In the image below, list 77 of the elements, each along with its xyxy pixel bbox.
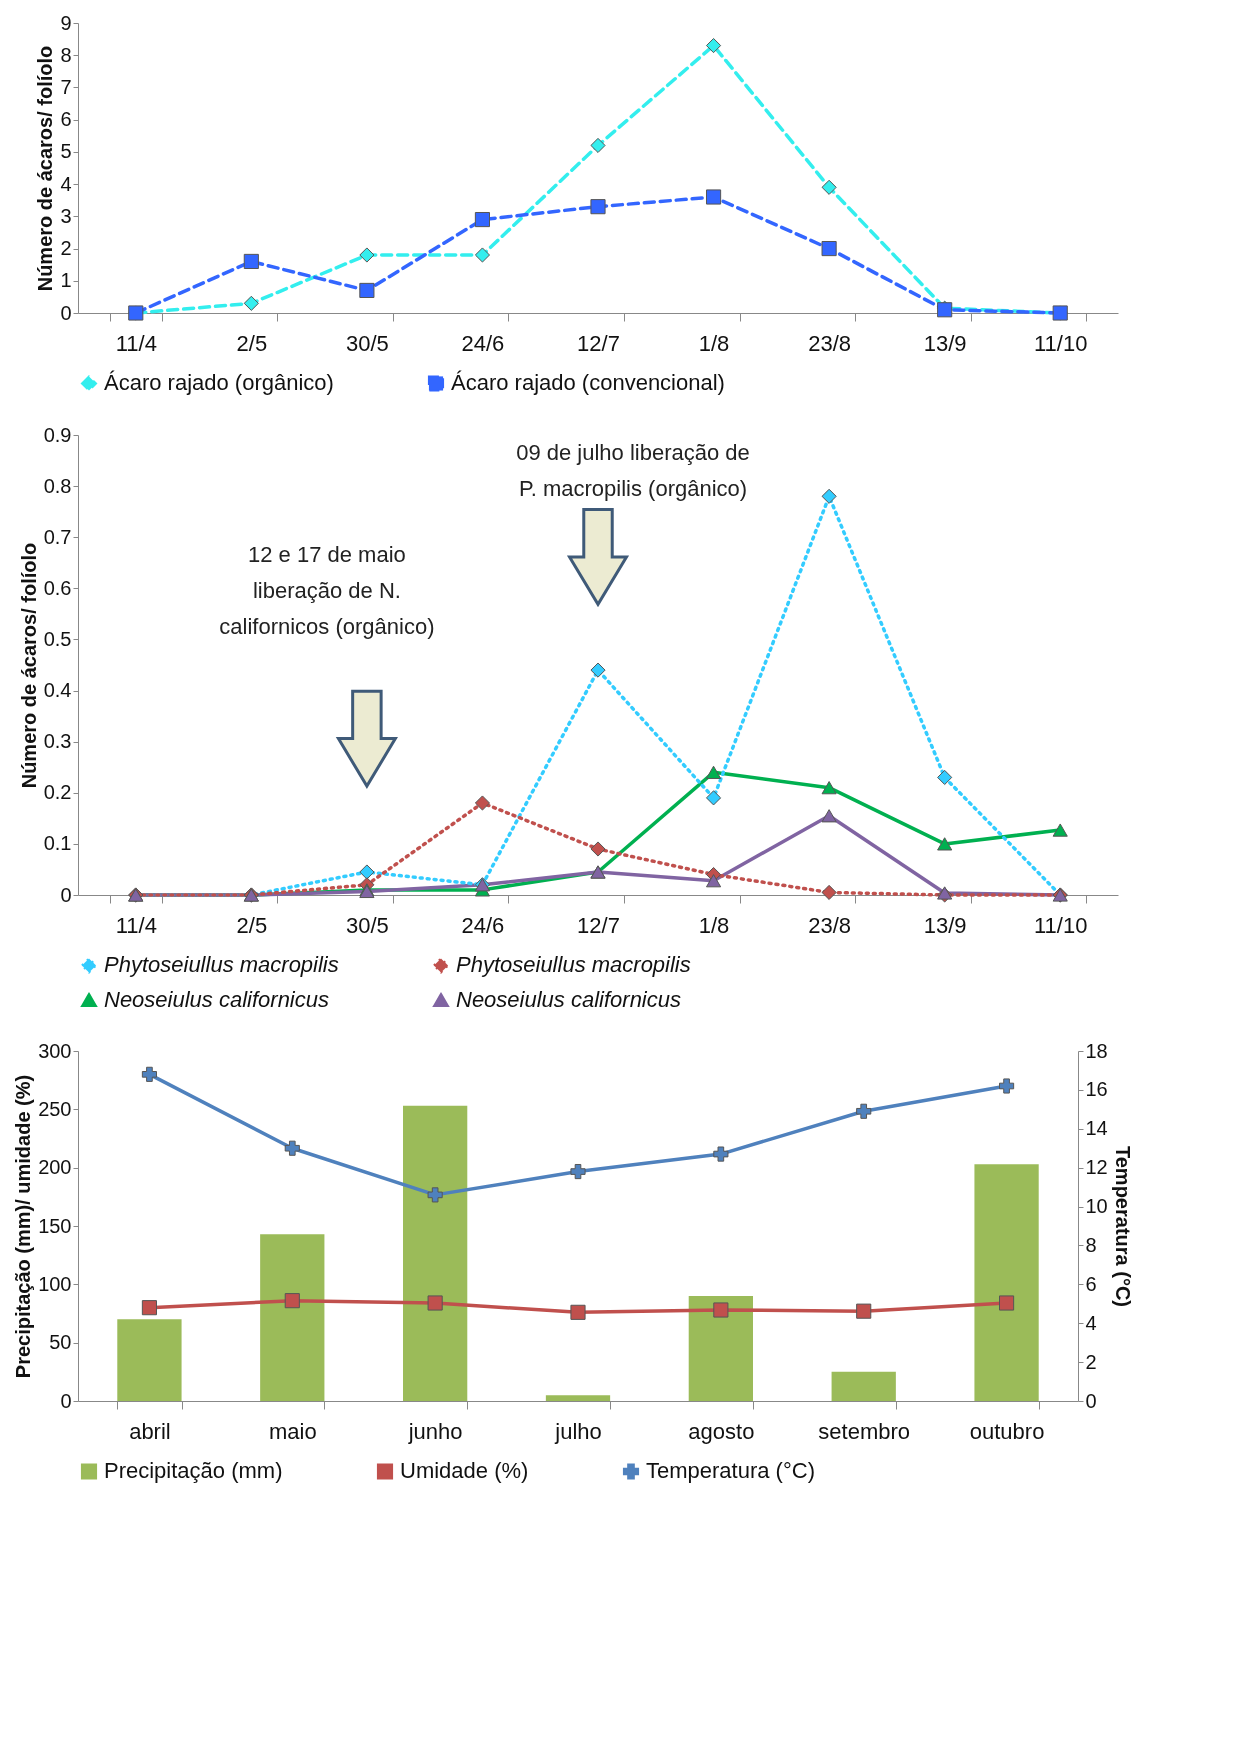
y-tick-label: 300: [38, 1039, 72, 1062]
x-tick-label: 23/8: [808, 330, 852, 356]
annotation: 12 e 17 de maio liberação de N. californicos (orgânico): [219, 541, 435, 639]
x-tick-label: 24/6: [461, 912, 505, 938]
y-tick-label: 0: [60, 1389, 72, 1412]
legend-label: Precipitação (mm): [104, 1458, 283, 1484]
x-tick-label: junho: [407, 1418, 463, 1444]
y-axis-title: Precipitação (mm)/ umidade (%): [12, 1074, 35, 1379]
x-tick-label: 12/7: [577, 912, 620, 938]
y2-tick-label: 2: [1085, 1350, 1097, 1373]
y-tick-label: 1: [60, 269, 72, 292]
legend-label: Phytoseiullus macropilis: [456, 952, 691, 978]
y-tick-label: 0.7: [43, 525, 72, 548]
y-tick-label: 150: [38, 1214, 72, 1237]
x-tick-label: 11/4: [115, 912, 157, 938]
legend-label: Ácaro rajado (convencional): [451, 370, 725, 396]
x-tick-label: 2/5: [236, 330, 268, 356]
y-tick-label: 2: [60, 237, 72, 260]
y-tick-label: 4: [60, 172, 72, 195]
y2-tick-label: 10: [1085, 1195, 1108, 1218]
x-tick-label: 30/5: [345, 912, 389, 938]
y2-tick-label: 12: [1085, 1156, 1108, 1179]
legend-label: Neoseiulus californicus: [104, 987, 329, 1012]
y2-tick-label: 18: [1085, 1039, 1108, 1062]
legend-label: Ácaro rajado (orgânico): [104, 370, 334, 396]
x-tick-label: 30/5: [345, 330, 389, 356]
y-tick-label: 0.3: [43, 730, 72, 753]
y-tick-label: 0: [60, 301, 72, 324]
y-tick-label: 9: [60, 11, 72, 34]
y-tick-label: 0.6: [43, 576, 72, 599]
y-tick-label: 0.4: [43, 679, 72, 702]
x-tick-label: 11/4: [115, 330, 157, 356]
x-tick-label: 24/6: [461, 330, 505, 356]
y-tick-label: 0.8: [43, 474, 72, 497]
x-tick-label: 23/8: [808, 912, 852, 938]
x-tick-label: outubro: [969, 1418, 1045, 1444]
y-tick-label: 5: [60, 140, 72, 163]
x-tick-label: 11/10: [1034, 912, 1088, 938]
x-tick-label: julho: [554, 1418, 602, 1444]
x-tick-label: setembro: [818, 1418, 911, 1444]
x-tick-label: agosto: [688, 1418, 755, 1444]
legend-label: Neoseiulus californicus: [456, 987, 681, 1012]
y2-tick-label: 6: [1085, 1272, 1097, 1295]
y-tick-label: 6: [60, 108, 72, 131]
x-tick-label: 13/9: [923, 330, 967, 356]
x-tick-label: 2/5: [236, 912, 268, 938]
x-tick-label: 13/9: [923, 912, 967, 938]
y-tick-label: 3: [60, 204, 72, 227]
legend-label: Umidade (%): [400, 1458, 529, 1484]
x-tick-label: maio: [268, 1418, 317, 1444]
y-tick-label: 0.2: [43, 781, 72, 804]
y-axis-title: Número de ácaros/ folíolo: [34, 45, 57, 292]
y2-tick-label: 4: [1085, 1311, 1097, 1334]
y2-tick-label: 16: [1085, 1078, 1108, 1101]
x-tick-label: 12/7: [577, 330, 620, 356]
y2-tick-label: 8: [1085, 1233, 1097, 1256]
y-tick-label: 100: [38, 1272, 72, 1295]
y-tick-label: 0: [60, 883, 72, 906]
y-tick-label: 8: [60, 43, 72, 66]
x-tick-label: 1/8: [698, 330, 730, 356]
y-tick-label: 50: [49, 1331, 72, 1354]
annotation: 09 de julho liberação de P. macropilis (orgânico): [516, 440, 750, 502]
y2-tick-label: 14: [1085, 1117, 1108, 1140]
y-tick-label: 0.5: [43, 627, 72, 650]
x-tick-label: 11/10: [1034, 330, 1088, 356]
legend-label: Temperatura (°C): [646, 1458, 815, 1484]
y2-axis-title: Temperatura (°C): [1111, 1146, 1134, 1307]
y-tick-label: 200: [38, 1156, 72, 1179]
y-tick-label: 250: [38, 1097, 72, 1120]
x-tick-label: abril: [129, 1418, 171, 1444]
legend-label: Phytoseiullus macropilis: [104, 952, 339, 978]
x-tick-label: 1/8: [698, 912, 730, 938]
y-tick-label: 7: [60, 75, 72, 98]
y-axis-title: Número de ácaros/ folíolo: [17, 542, 40, 789]
y-tick-label: 0.9: [43, 423, 72, 446]
y-tick-label: 0.1: [43, 832, 72, 855]
y2-tick-label: 0: [1085, 1389, 1097, 1412]
